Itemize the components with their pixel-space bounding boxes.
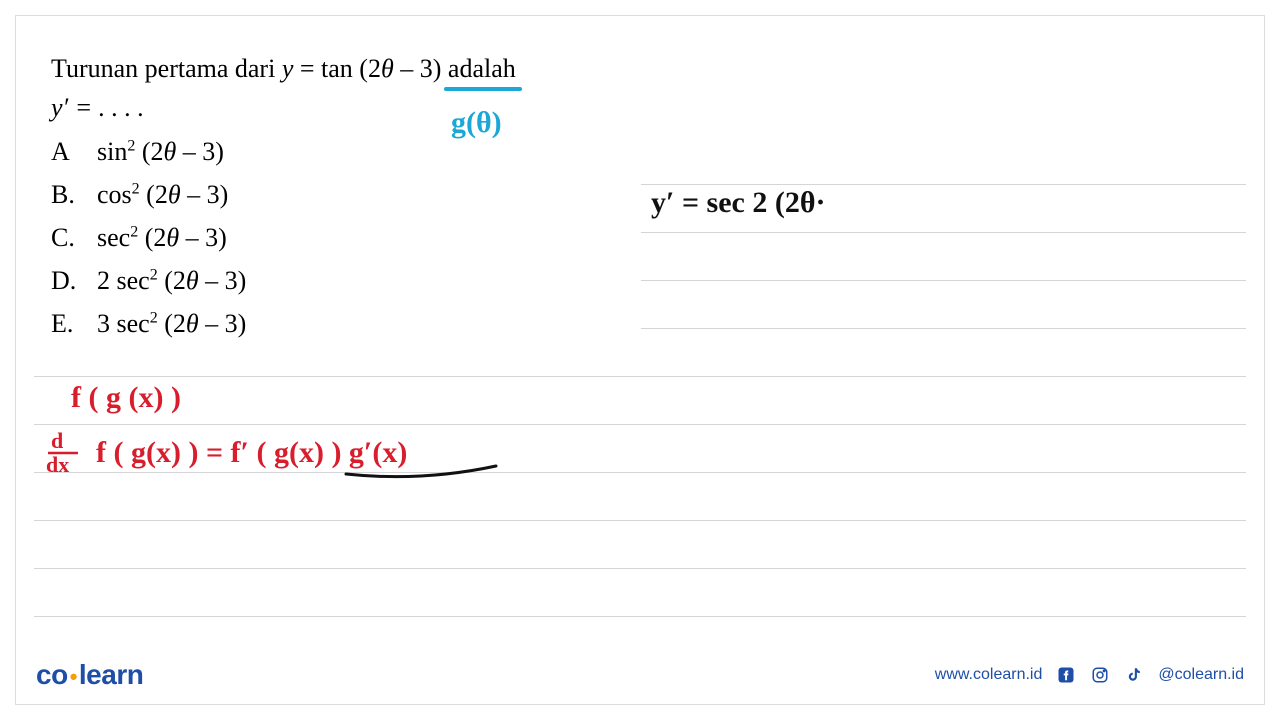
logo-co: co xyxy=(36,659,68,690)
instagram-icon xyxy=(1090,665,1110,685)
annotation-layer xyxy=(16,16,1266,706)
page-frame: Turunan pertama dari y = tan (2θ – 3) ad… xyxy=(15,15,1265,705)
tiktok-icon xyxy=(1124,665,1144,685)
hw-ddx-top: d xyxy=(51,428,63,454)
logo-learn: learn xyxy=(79,659,143,690)
hw-g-theta: g(θ) xyxy=(451,106,502,140)
facebook-icon xyxy=(1056,665,1076,685)
logo: co•learn xyxy=(36,659,143,691)
hw-chain-rhs: f ( g(x) ) = f′ ( g(x) ) g′(x) xyxy=(96,436,407,470)
hw-chain-fg: f ( g (x) ) xyxy=(71,381,181,415)
hw-ddx-bot: dx xyxy=(46,452,69,478)
footer-url: www.colearn.id xyxy=(935,666,1043,684)
footer-handle: @colearn.id xyxy=(1158,666,1244,684)
logo-dot-icon: • xyxy=(68,664,79,689)
footer-right: www.colearn.id @colearn.id xyxy=(935,665,1244,685)
footer: co•learn www.colearn.id @colearn.id xyxy=(16,646,1264,704)
hw-yprime-work: y′ = sec 2 (2θ· xyxy=(651,186,826,220)
